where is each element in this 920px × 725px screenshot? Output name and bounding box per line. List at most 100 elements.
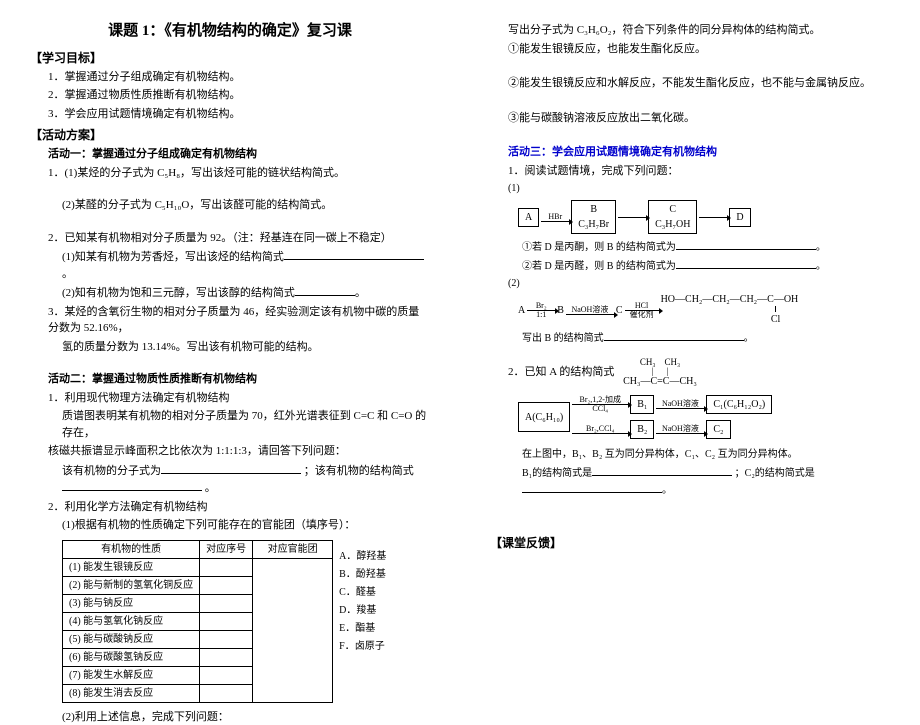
q1-label: (1) [490,181,890,196]
activity-3-head: 活动三：学会应用试题情境确定有机物结构 [490,144,890,161]
arrow-label: 催化剂 [630,311,654,319]
a2-1: 1．利用现代物理方法确定有机物结构 [30,390,430,407]
blank [592,464,732,476]
th-seq: 对应序号 [200,540,253,558]
q2-label: (2) [490,276,890,291]
arrow [618,217,646,218]
goal-1: 1．掌握通过分子组成确定有机物结构。 [30,69,430,86]
box-b-formula: C₃H₇Br [578,219,609,230]
feedback-head: 【课堂反馈】 [490,534,890,552]
a2-1e-text: 。 [205,482,216,494]
cell: (6) 能与碳酸氢钠反应 [63,648,200,666]
blank [676,238,816,250]
a1-q4b: 氢的质量分数为 13.14%。写出该有机物可能的结构。 [30,339,430,356]
a3-1: 1．阅读试题情境，完成下列问题： [490,163,890,180]
arrow: Br₂,1,2-加成CCl₄ [572,396,628,413]
th-group: 对应官能团 [253,540,333,558]
r1a: ①能发生银镜反应，也能发生酯化反应。 [490,41,890,58]
flow-1: A HBr B C₃H₇Br C C₃H₇OH D [518,200,890,234]
node-a: A [518,303,525,318]
arrow-label: 1:1 [536,311,546,319]
a1-q1: 1．(1)某烃的分子式为 C₅H₈，写出该烃可能的链状结构简式。 [30,165,430,182]
a1-q4: 3．某烃的含氧衍生物的相对分子质量为 46，经实验测定该有机物中碳的质量分数为 … [30,304,430,337]
box-a: A [518,208,539,227]
blank [604,329,744,341]
a2-2: 2．利用化学方法确定有机物结构 [30,499,430,516]
cell [200,612,253,630]
a1-q3a-text: (1)知某有机物为芳香烃，写出该烃的结构简式 [62,251,284,263]
box-b-label: B [590,204,597,215]
group-item: A．醇羟基 [339,548,386,566]
box-c: C C₃H₇OH [648,200,697,234]
a3-2b-left: B₁的结构简式是 [522,468,592,479]
arrow-label: CCl₄ [592,405,608,413]
a2-1d-text: ；该有机物的结构简式 [304,465,414,477]
cell: (7) 能发生水解反应 [63,666,200,684]
arrow: Br₂,CCl₄ [572,425,628,434]
blank [62,479,202,491]
arrow-label: Br₂,CCl₄ [586,425,614,433]
a1-q3: 2．已知某有机物相对分子质量为 92。（注：羟基连在同一碳上不稳定） [30,230,430,247]
arrow: HCl催化剂 [625,302,659,319]
a2-1c: 该有机物的分子式为 ；该有机物的结构简式 。 [30,462,430,497]
box-d: D [729,208,750,227]
table-header: 有机物的性质 对应序号 对应官能团 [63,540,333,558]
a3-2b: B₁的结构简式是 ；C₂的结构简式是。 [490,464,890,498]
a1-q3b: (2)知有机物为饱和三元醇，写出该醇的结构简式。 [30,284,430,302]
cell [200,594,253,612]
box-c-label: C [669,204,676,215]
cell: (8) 能发生消去反应 [63,684,200,702]
arrow: HBr [541,213,569,222]
a2-1a: 质谱图表明某有机物的相对分子质量为 70，红外光谱表征到 C=C 和 C=O 的… [30,408,430,441]
a3-1a-text: ①若 D 是丙酮，则 B 的结构简式为 [522,242,676,253]
a3-1b-text: ②若 D 是丙醛，则 B 的结构简式为 [522,261,676,272]
group-item: B．酚羟基 [339,566,386,584]
cell [200,648,253,666]
arrow: NaOH溶液 [656,400,704,409]
blank [284,248,424,260]
a2-2b: (2)利用上述信息，完成下列问题： [30,709,430,725]
right-column: 写出分子式为 C₃H₆O₂，符合下列条件的同分异构体的结构简式。 ①能发生银镜反… [460,0,920,637]
cell: (5) 能与碳酸钠反应 [63,630,200,648]
cell [200,558,253,576]
r1b: ②能发生银镜反应和水解反应，不能发生酯化反应，也不能与金属钠反应。 [490,75,890,92]
a3-2: 2．已知 A 的结构简式 CH₃ CH₃ | | CH₃—C=C—CH₃ [490,358,890,387]
page-title: 课题 1：《有机物结构的确定》复习课 [30,20,430,43]
left-column: 课题 1：《有机物结构的确定》复习课 【学习目标】 1．掌握通过分子组成确定有机… [0,0,460,637]
goal-3: 3．学会应用试题情境确定有机物结构。 [30,106,430,123]
a2-2a: (1)根据有机物的性质确定下列可能存在的官能团（填序号）： [30,517,430,534]
arrow: NaOH溶液 [566,306,614,315]
th-prop: 有机物的性质 [63,540,200,558]
a3-1c-text: 写出 B 的结构简式 [522,333,604,344]
arrow-label: NaOH溶液 [662,400,699,408]
a3-1b: ②若 D 是丙醛，则 B 的结构简式为。 [490,257,890,274]
blank [522,481,662,493]
cell: (4) 能与氢氧化钠反应 [63,612,200,630]
arrow-label: HBr [548,213,562,221]
cell [200,576,253,594]
goals-head: 【学习目标】 [30,49,430,67]
product-formula: HO—CH₂—CH₂—CH₂—C—OH [661,294,799,305]
cell: (3) 能与钠反应 [63,594,200,612]
arrow-label: NaOH溶液 [571,306,608,314]
r1c: ③能与碳酸钠溶液反应放出二氧化碳。 [490,110,890,127]
blank [676,257,816,269]
cell [200,684,253,702]
arrow-label: Br₂ [536,302,547,310]
r1: 写出分子式为 C₃H₆O₂，符合下列条件的同分异构体的结构简式。 [490,22,890,39]
table-row: (1) 能发生银镜反应 [63,558,333,576]
a2-1c-text: 该有机物的分子式为 [62,465,161,477]
a2-1b: 核磁共振谱显示峰面积之比依次为 1:1:1:3，请回答下列问题： [30,443,430,460]
activity-1-head: 活动一：掌握通过分子组成确定有机物结构 [30,146,430,163]
cell: (2) 能与新制的氢氧化铜反应 [63,576,200,594]
flow-3: A(C₆H₁₀) Br₂,1,2-加成CCl₄ B₁ NaOH溶液 C₁(C₆H… [518,395,890,439]
property-table-wrap: 有机物的性质 对应序号 对应官能团 (1) 能发生银镜反应 (2) 能与新制的氢… [30,536,430,707]
a3-2b-right: ；C₂的结构简式是 [735,468,815,479]
a1-q2: (2)某醛的分子式为 C₅H₁₀O，写出该醛可能的结构简式。 [30,197,430,214]
goal-2: 2．掌握通过物质性质推断有机物结构。 [30,87,430,104]
flow-2: A Br₂1:1 B NaOH溶液 C HCl催化剂 HO—CH₂—CH₂—CH… [518,295,890,325]
box-c-formula: C₃H₇OH [655,219,690,230]
group-list: A．醇羟基 B．酚羟基 C．醛基 D．羧基 E．酯基 F．卤原子 [339,536,386,656]
struct-formula: CH₃—C=C—CH₃ [623,376,697,387]
blank [295,284,355,296]
